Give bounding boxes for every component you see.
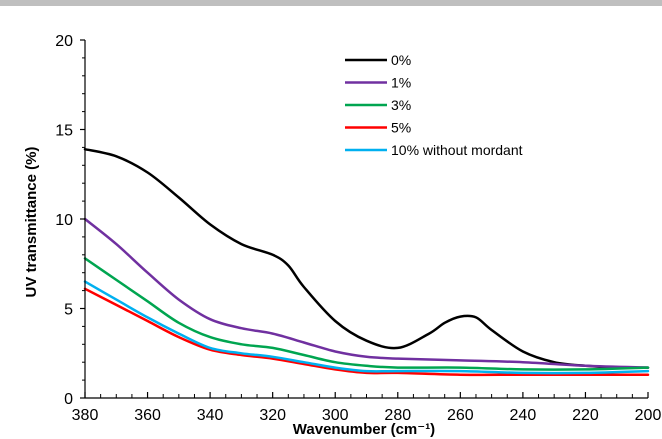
y-axis-title: UV transmittance (%) — [23, 147, 40, 298]
x-tick-label-0: 380 — [72, 407, 99, 424]
axes: 0 5 10 15 20 380 360 340 320 300 280 260 240 220 200 — [55, 33, 661, 424]
y-tick-label-3: 15 — [55, 123, 73, 140]
series-lines — [83, 147, 650, 377]
y-tick-label-4: 20 — [55, 33, 73, 50]
legend: 0% 1% 3% 5% 10% without mordant — [345, 52, 523, 158]
x-tick-label-8: 220 — [572, 407, 599, 424]
x-tick-label-5: 280 — [384, 407, 411, 424]
series-line-2 — [83, 257, 650, 371]
x-tick-label-3: 320 — [259, 407, 286, 424]
x-tick-label-1: 360 — [134, 407, 161, 424]
series-line-3 — [83, 287, 650, 377]
series-line-0 — [83, 147, 650, 369]
y-tick-label-0: 0 — [64, 391, 73, 408]
legend-label-2: 3% — [391, 97, 411, 113]
top-border — [0, 0, 662, 6]
series-line-1 — [83, 217, 650, 369]
x-tick-label-9: 200 — [635, 407, 662, 424]
x-tick-label-7: 240 — [510, 407, 537, 424]
x-axis-title: Wavenumber (cm⁻¹) — [293, 421, 435, 438]
y-tick-label-2: 10 — [55, 212, 73, 229]
legend-label-3: 5% — [391, 120, 411, 136]
x-tick-label-6: 260 — [447, 407, 474, 424]
x-tick-label-4: 300 — [322, 407, 349, 424]
legend-label-1: 1% — [391, 75, 411, 91]
legend-label-0: 0% — [391, 52, 411, 68]
y-tick-label-1: 5 — [64, 302, 73, 319]
series-line-4 — [83, 280, 650, 375]
legend-label-4: 10% without mordant — [391, 142, 523, 158]
x-tick-label-2: 340 — [197, 407, 224, 424]
